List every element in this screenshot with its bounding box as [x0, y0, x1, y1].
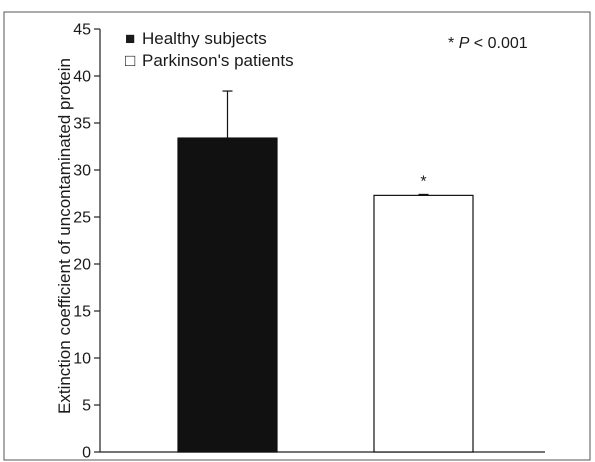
y-tick-label-15: 15	[73, 304, 91, 321]
y-tick-label-10: 10	[73, 351, 91, 368]
y-tick-label-25: 25	[73, 210, 91, 227]
y-tick-labels: 0 5 10 15 20 25 30 35 40 45	[73, 22, 91, 462]
plot-frame	[3, 11, 591, 461]
legend-item-parkinsons: □ Parkinson's patients	[125, 51, 294, 70]
p-value-threshold: < 0.001	[469, 35, 527, 52]
bar-1	[373, 194, 474, 453]
bars	[177, 137, 474, 453]
y-tick-label-45: 45	[73, 22, 91, 39]
y-tick-label-40: 40	[73, 69, 91, 86]
y-tick-label-0: 0	[82, 445, 91, 462]
significance-star-1: *	[420, 173, 426, 190]
y-tick-label-35: 35	[73, 116, 91, 133]
y-tick-label-5: 5	[82, 398, 91, 415]
legend-marker-parkinsons: □	[125, 51, 135, 70]
legend-label-healthy: Healthy subjects	[142, 29, 267, 48]
significance-marks: *	[420, 173, 426, 190]
error-bars	[222, 90, 429, 196]
y-tick-label-30: 30	[73, 163, 91, 180]
y-axis-title: Extinction coefficient of uncontaminated…	[55, 58, 74, 414]
bar-0	[177, 137, 278, 453]
legend-item-healthy: ■ Healthy subjects	[125, 29, 267, 48]
p-value-annotation: * P < 0.001	[448, 35, 528, 52]
p-value-star: *	[448, 35, 454, 52]
legend-marker-healthy: ■	[125, 29, 135, 48]
y-axis	[94, 28, 545, 453]
y-tick-label-20: 20	[73, 257, 91, 274]
legend: ■ Healthy subjects □ Parkinson's patient…	[125, 29, 294, 70]
p-value-p: P	[459, 35, 470, 52]
legend-label-parkinsons: Parkinson's patients	[142, 51, 294, 70]
